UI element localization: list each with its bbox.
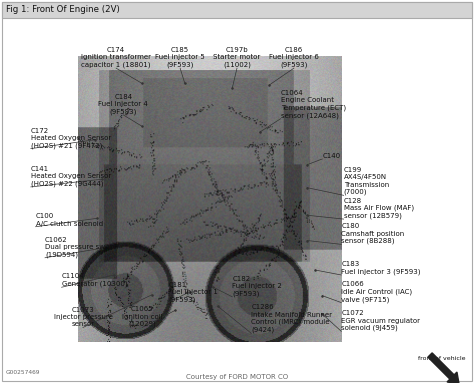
Text: G00257469: G00257469 — [6, 370, 40, 375]
Text: C100
A/C clutch solenoid: C100 A/C clutch solenoid — [36, 213, 103, 227]
Text: C186
Fuel injector 6
(9F593): C186 Fuel injector 6 (9F593) — [269, 47, 319, 68]
Text: C183
Fuel injector 3 (9F593): C183 Fuel injector 3 (9F593) — [341, 261, 421, 275]
Text: C1286
Intake Manifold Runner
Control (IMRC) module
(9424): C1286 Intake Manifold Runner Control (IM… — [251, 304, 332, 333]
Text: C140: C140 — [322, 153, 340, 159]
Text: C185
Fuel injector 5
(9F593): C185 Fuel injector 5 (9F593) — [155, 47, 205, 68]
Text: C181
Fuel injector 1
(9F593): C181 Fuel injector 1 (9F593) — [168, 282, 218, 303]
Text: C1062
Dual pressure switch
(19D594): C1062 Dual pressure switch (19D594) — [45, 237, 118, 258]
Text: C128
Mass Air Flow (MAF)
sensor (12B579): C128 Mass Air Flow (MAF) sensor (12B579) — [344, 198, 414, 219]
Text: C180
Camshaft position
sensor (8B288): C180 Camshaft position sensor (8B288) — [341, 223, 404, 244]
Text: Fig 1: Front Of Engine (2V): Fig 1: Front Of Engine (2V) — [6, 5, 120, 15]
Text: C184
Fuel injector 4
(9F593): C184 Fuel injector 4 (9F593) — [99, 94, 148, 115]
Text: C172
Heated Oxygen Sensor
(HO2S) #21 (9F472): C172 Heated Oxygen Sensor (HO2S) #21 (9F… — [31, 128, 111, 149]
Text: C174
Ignition transformer
capacitor 1 (18801): C174 Ignition transformer capacitor 1 (1… — [81, 47, 151, 68]
Text: C1072
EGR vacuum regulator
solenoid (9J459): C1072 EGR vacuum regulator solenoid (9J4… — [341, 310, 420, 331]
Text: C1066
Idle Air Control (IAC)
valve (9F715): C1066 Idle Air Control (IAC) valve (9F71… — [341, 281, 412, 303]
Text: C141
Heated Oxygen Sensor
(HO2S) #22 (9G444): C141 Heated Oxygen Sensor (HO2S) #22 (9G… — [31, 166, 111, 187]
Text: C182
Fuel injector 2
(9F593): C182 Fuel injector 2 (9F593) — [232, 276, 282, 297]
Text: front of vehicle: front of vehicle — [419, 356, 466, 361]
Text: C1065
Ignition coil
(12029): C1065 Ignition coil (12029) — [122, 306, 163, 327]
Text: C1064
Engine Coolant
Temperature (ECT)
sensor (12A648): C1064 Engine Coolant Temperature (ECT) s… — [281, 90, 346, 119]
Text: C1104
Generator (10300): C1104 Generator (10300) — [62, 273, 127, 287]
Text: C197b
Starter motor
(11002): C197b Starter motor (11002) — [213, 47, 261, 68]
Bar — [2, 2, 472, 18]
Text: C1073
Injector pressure
sensor: C1073 Injector pressure sensor — [54, 307, 112, 327]
Text: C199
AX4S/4F50N
Transmission
(7000): C199 AX4S/4F50N Transmission (7000) — [344, 167, 389, 195]
FancyArrow shape — [428, 353, 459, 383]
Text: Courtesy of FORD MOTOR CO: Courtesy of FORD MOTOR CO — [186, 374, 288, 380]
